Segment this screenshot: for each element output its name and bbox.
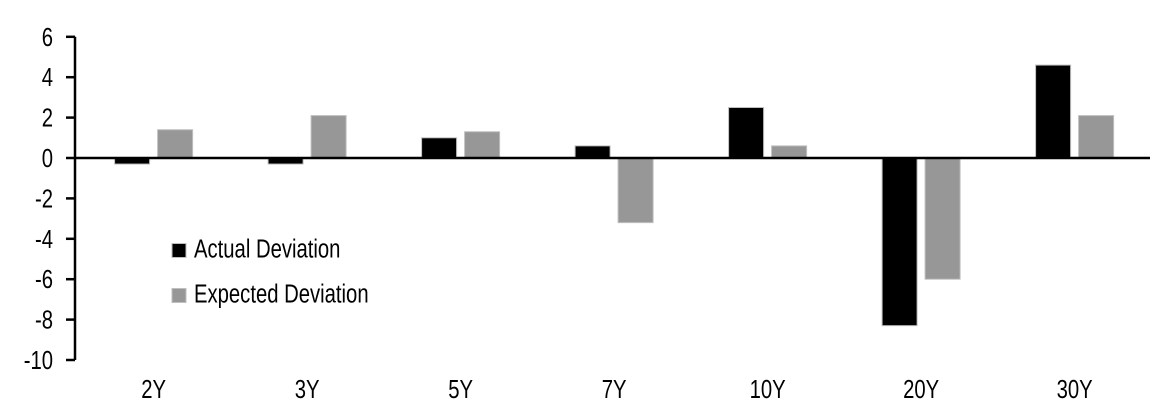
y-tick-label-2: 2	[42, 103, 53, 132]
bar-expected-deviation-10y	[771, 145, 808, 159]
x-tick-label-7y: 7Y	[602, 375, 627, 404]
legend-item-expected-deviation: Expected Deviation	[171, 279, 369, 308]
legend-item-actual-deviation: Actual Deviation	[171, 234, 340, 263]
bar-expected-deviation-2y	[157, 129, 194, 159]
x-tick-label-2y: 2Y	[141, 375, 166, 404]
y-tick-label-6: 6	[42, 22, 53, 51]
bar-expected-deviation-5y	[464, 131, 501, 159]
bar-expected-deviation-3y	[310, 115, 347, 159]
y-tick-label--8: -8	[35, 305, 53, 334]
x-tick-label-20y: 20Y	[903, 375, 939, 404]
y-tick-label--2: -2	[35, 184, 53, 213]
legend-label-expected-deviation: Expected Deviation	[194, 279, 369, 308]
bar-actual-deviation-20y	[881, 157, 918, 327]
bar-actual-deviation-7y	[574, 145, 611, 159]
bars-group	[114, 64, 1115, 327]
legend-marker-expected-deviation	[171, 288, 187, 303]
bar-actual-deviation-10y	[728, 107, 765, 159]
y-tick-label-4: 4	[42, 63, 53, 92]
x-tick-label-5y: 5Y	[448, 375, 473, 404]
y-tick-label--4: -4	[35, 224, 53, 253]
bar-actual-deviation-5y	[421, 137, 458, 159]
x-axis-labels: 2Y 3Y 5Y 7Y 10Y 20Y 30Y	[141, 375, 1093, 404]
bar-expected-deviation-30y	[1078, 115, 1115, 159]
x-tick-label-30y: 30Y	[1057, 375, 1093, 404]
x-tick-label-3y: 3Y	[295, 375, 320, 404]
bar-expected-deviation-7y	[617, 157, 654, 224]
y-tick-label-0: 0	[42, 144, 53, 173]
y-axis-ticks: 6 4 2 0 -2 -4 -6 -8 -10	[24, 22, 75, 375]
y-tick-label--6: -6	[35, 265, 53, 294]
bar-expected-deviation-20y	[924, 157, 961, 280]
bar-actual-deviation-30y	[1035, 64, 1072, 159]
legend-marker-actual-deviation	[171, 243, 187, 258]
legend-label-actual-deviation: Actual Deviation	[194, 234, 340, 263]
legend: Actual Deviation Expected Deviation	[171, 234, 369, 308]
y-tick-label--10: -10	[24, 346, 53, 375]
x-tick-label-10y: 10Y	[750, 375, 786, 404]
